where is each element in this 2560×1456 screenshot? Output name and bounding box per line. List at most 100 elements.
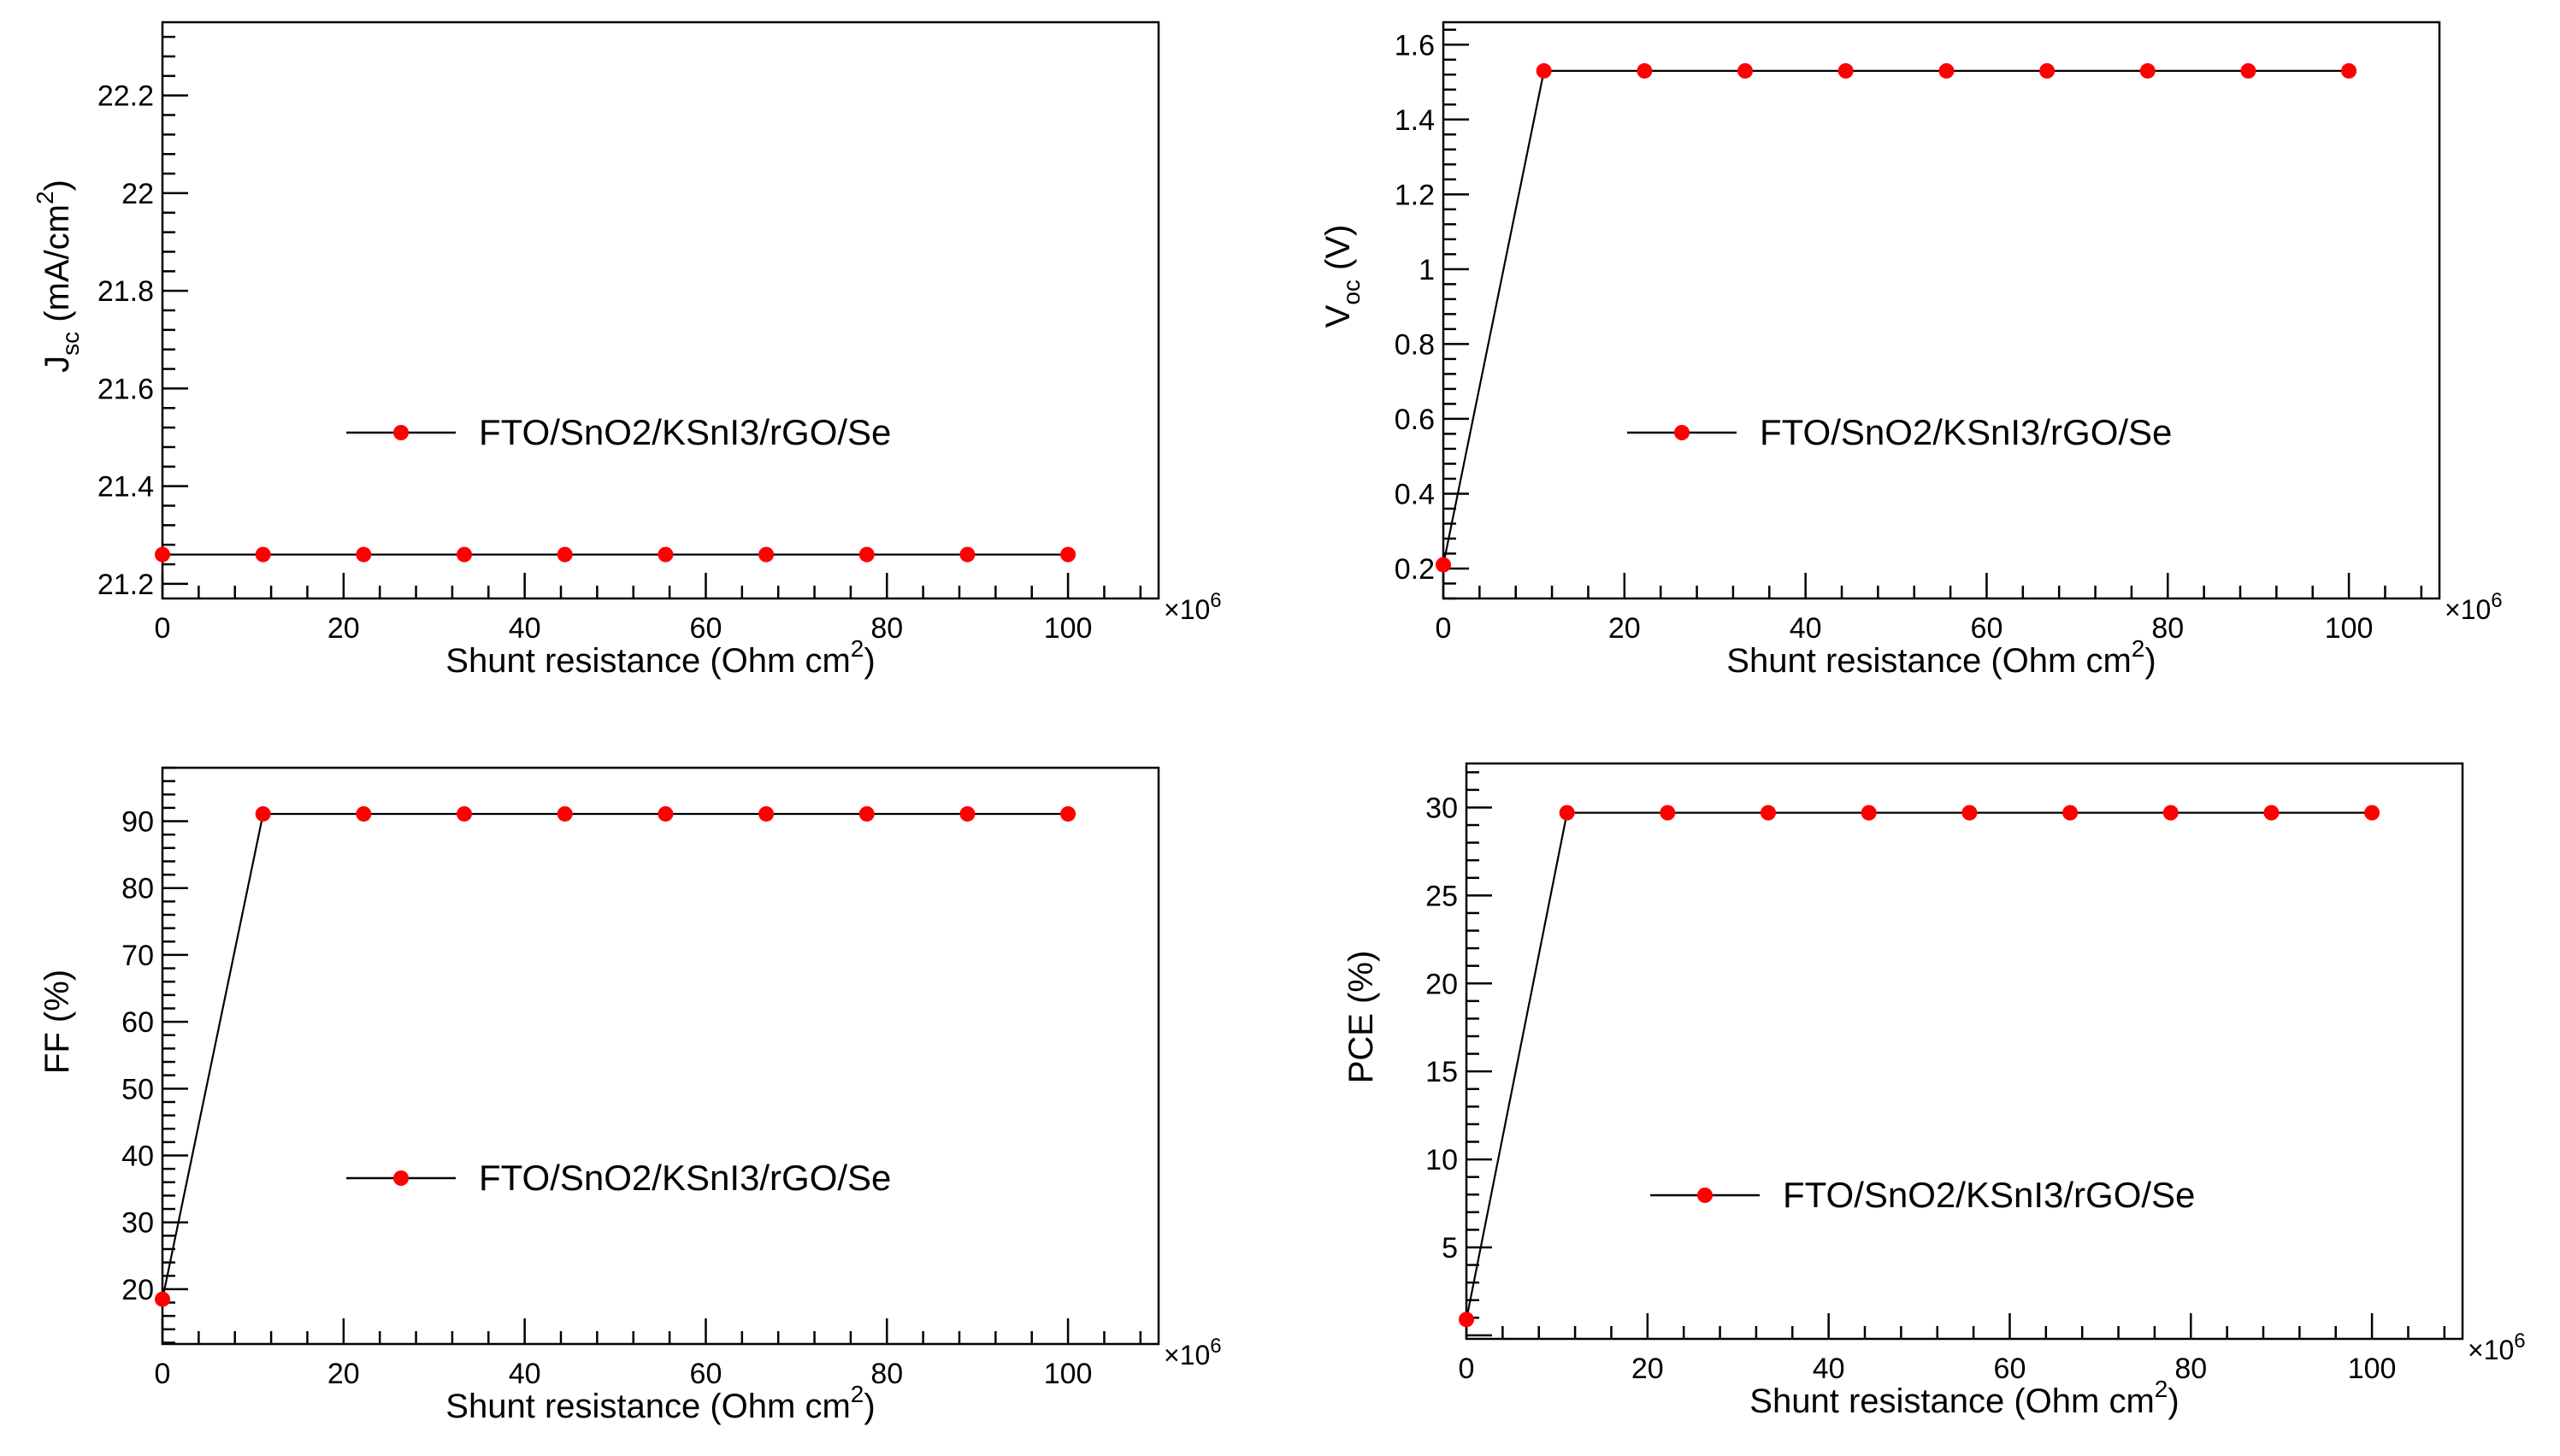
data-point bbox=[658, 805, 674, 822]
y-tick-label: 22.2 bbox=[97, 80, 154, 113]
data-point bbox=[959, 805, 976, 822]
plot-frame bbox=[161, 21, 1160, 600]
data-point bbox=[1559, 805, 1575, 821]
x-tick-label: 40 bbox=[509, 612, 541, 645]
y-tick-label: 90 bbox=[121, 806, 154, 839]
x-tick-label: 60 bbox=[1994, 1353, 2026, 1385]
x-tick-label: 20 bbox=[327, 1358, 360, 1390]
x-tick-label: 40 bbox=[509, 1358, 541, 1390]
x-axis-label: Shunt resistance (Ohm cm2) bbox=[445, 1381, 875, 1425]
data-point bbox=[858, 546, 875, 563]
legend-marker bbox=[1697, 1188, 1713, 1203]
x-axis-label: Shunt resistance (Ohm cm2) bbox=[1726, 635, 2156, 680]
chart-jsc: 0 20 40 60 80 100 ×106 Shunt resistance (Ohm cm… bbox=[32, 21, 1222, 680]
data-point bbox=[155, 1291, 171, 1307]
legend-label: FTO/SnO2/KSnI3/rGO/Se bbox=[479, 412, 891, 452]
x-tick-label: 80 bbox=[2174, 1353, 2207, 1385]
x-tick-label: 80 bbox=[870, 612, 903, 645]
y-tick-label: 60 bbox=[121, 1006, 154, 1039]
y-tick-label: 70 bbox=[121, 940, 154, 972]
x-tick-label: 60 bbox=[690, 1358, 723, 1390]
y-tick-label: 0.8 bbox=[1395, 328, 1435, 361]
y-tick-label: 21.8 bbox=[97, 275, 154, 308]
y-tick-label: 1.4 bbox=[1395, 104, 1435, 137]
legend-label: FTO/SnO2/KSnI3/rGO/Se bbox=[1760, 412, 2172, 452]
data-point bbox=[255, 546, 271, 563]
x-tick-label: 100 bbox=[2325, 612, 2374, 645]
y-tick-label: 80 bbox=[121, 873, 154, 905]
data-point bbox=[959, 546, 976, 563]
data-point bbox=[1961, 805, 1978, 821]
y-tick-label: 0.2 bbox=[1395, 553, 1435, 586]
series-line bbox=[1442, 69, 2350, 565]
y-axis-label: Voc (V) bbox=[1319, 225, 1365, 328]
x-tick-label: 0 bbox=[1436, 612, 1452, 645]
y-tick-label: 15 bbox=[1425, 1056, 1458, 1088]
data-point bbox=[1436, 557, 1452, 573]
y-tick-label: 1.2 bbox=[1395, 179, 1435, 211]
data-point bbox=[557, 805, 573, 822]
data-point bbox=[155, 546, 171, 563]
data-point bbox=[2139, 62, 2156, 79]
data-point bbox=[2240, 62, 2256, 79]
x-multiplier: ×106 bbox=[1164, 1335, 1222, 1371]
data-point bbox=[2263, 805, 2280, 821]
data-point bbox=[456, 546, 472, 563]
x-tick-label: 60 bbox=[1971, 612, 2003, 645]
x-tick-label: 100 bbox=[2348, 1353, 2397, 1385]
series-line bbox=[1465, 811, 2373, 1320]
y-tick-label: 0.6 bbox=[1395, 404, 1435, 436]
y-tick-label: 30 bbox=[1425, 792, 1458, 824]
chart-ff: 0 20 40 60 80 100 ×106 Shunt resistance (Ohm cm… bbox=[38, 766, 1222, 1425]
legend-marker bbox=[393, 425, 409, 440]
x-tick-label: 100 bbox=[1044, 612, 1093, 645]
data-point bbox=[2062, 805, 2079, 821]
data-point bbox=[758, 546, 775, 563]
y-tick-label: 0.4 bbox=[1395, 478, 1435, 510]
x-tick-label: 100 bbox=[1044, 1358, 1093, 1390]
chart-pce: 0 20 40 60 80 100 ×106 Shunt resistance (Ohm cm… bbox=[1342, 762, 2526, 1420]
x-axis-label: Shunt resistance (Ohm cm2) bbox=[445, 635, 875, 680]
x-tick-label: 20 bbox=[1608, 612, 1641, 645]
x-tick-label: 80 bbox=[870, 1358, 903, 1390]
data-point bbox=[658, 546, 674, 563]
y-tick-label: 21.2 bbox=[97, 569, 154, 601]
data-point bbox=[1737, 62, 1753, 79]
data-point bbox=[2341, 62, 2357, 79]
y-tick-label: 50 bbox=[121, 1073, 154, 1105]
y-tick-label: 20 bbox=[121, 1274, 154, 1306]
legend-marker bbox=[393, 1170, 409, 1186]
data-point bbox=[1459, 1312, 1475, 1328]
x-tick-label: 40 bbox=[1790, 612, 1822, 645]
legend-label: FTO/SnO2/KSnI3/rGO/Se bbox=[1783, 1175, 2195, 1215]
y-tick-label: 40 bbox=[121, 1141, 154, 1173]
x-multiplier: ×106 bbox=[1164, 589, 1222, 625]
data-point bbox=[356, 546, 372, 563]
y-tick-label: 25 bbox=[1425, 880, 1458, 912]
y-axis-label: FF (%) bbox=[38, 970, 76, 1074]
x-tick-label: 40 bbox=[1813, 1353, 1845, 1385]
legend-marker bbox=[1674, 425, 1690, 440]
x-tick-label: 0 bbox=[1459, 1353, 1475, 1385]
data-point bbox=[1637, 62, 1653, 79]
data-point bbox=[858, 805, 875, 822]
y-tick-label: 22 bbox=[121, 178, 154, 210]
y-tick-label: 1 bbox=[1419, 254, 1435, 286]
chart-voc: 0 20 40 60 80 100 ×106 Shunt resistance (Ohm cm… bbox=[1319, 21, 2503, 680]
x-axis-label: Shunt resistance (Ohm cm2) bbox=[1749, 1376, 2179, 1420]
data-point bbox=[1060, 546, 1076, 563]
data-point bbox=[1536, 62, 1552, 79]
x-tick-label: 60 bbox=[690, 612, 723, 645]
x-multiplier: ×106 bbox=[2445, 589, 2503, 625]
data-point bbox=[1660, 805, 1676, 821]
y-tick-label: 21.4 bbox=[97, 471, 154, 504]
x-tick-label: 0 bbox=[155, 612, 171, 645]
data-point bbox=[356, 805, 372, 822]
y-tick-label: 20 bbox=[1425, 968, 1458, 1000]
plot-frame bbox=[161, 766, 1160, 1346]
data-point bbox=[1938, 62, 1955, 79]
series-line bbox=[161, 812, 1069, 1300]
x-tick-label: 80 bbox=[2151, 612, 2184, 645]
data-point bbox=[456, 805, 472, 822]
